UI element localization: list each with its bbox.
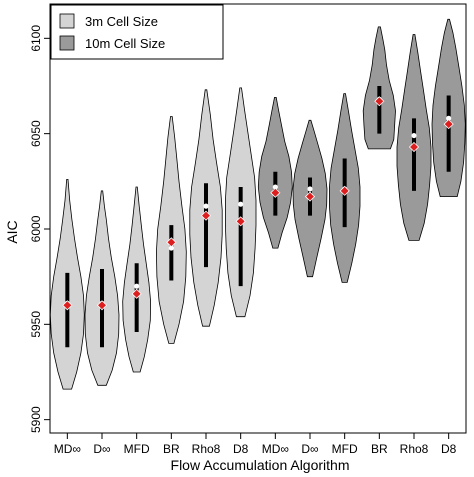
median-marker	[307, 186, 313, 192]
violin	[122, 186, 152, 373]
y-tick-label: 6100	[29, 25, 43, 52]
mean-marker	[200, 210, 212, 221]
mean-marker	[131, 288, 142, 299]
violin	[292, 119, 328, 278]
legend: 3m Cell Size 10m Cell Size	[50, 4, 224, 60]
y-axis-title: AIC	[4, 220, 20, 243]
mean-marker	[270, 187, 281, 198]
median-marker	[272, 184, 278, 190]
x-tick-label: D∞	[301, 442, 318, 456]
y-tick-label: 5900	[29, 406, 43, 433]
violin	[155, 116, 187, 344]
mean-marker	[304, 191, 316, 202]
x-tick-label: D∞	[93, 442, 110, 456]
mean-marker	[166, 237, 177, 248]
median-marker	[134, 283, 140, 289]
median-marker	[168, 245, 174, 251]
plot-area	[49, 3, 467, 434]
legend-label: 10m Cell Size	[85, 36, 165, 51]
y-axis: 5900 5950 6000 6050 6100	[29, 25, 50, 433]
mean-marker	[339, 185, 350, 196]
mean-marker	[443, 119, 454, 130]
violin	[396, 34, 432, 241]
legend-label: 3m Cell Size	[85, 14, 158, 29]
violin	[225, 87, 257, 318]
mean-marker	[235, 216, 246, 227]
violin	[84, 190, 120, 386]
violin	[257, 97, 293, 249]
median-marker	[203, 203, 209, 209]
x-tick-label: MFD	[332, 442, 358, 456]
legend-swatch	[59, 13, 75, 29]
x-tick-label: Rho8	[400, 442, 429, 456]
mean-marker	[374, 96, 385, 107]
y-tick-label: 5950	[29, 311, 43, 338]
x-tick-label: MFD	[124, 442, 150, 456]
mean-marker	[96, 300, 108, 311]
mean-marker	[62, 300, 73, 311]
y-tick-label: 6000	[29, 215, 43, 242]
x-tick-label: Rho8	[192, 442, 221, 456]
median-marker	[411, 132, 417, 139]
legend-box	[50, 4, 224, 60]
x-tick-label: D8	[233, 442, 249, 456]
violin	[362, 26, 396, 150]
y-tick-label: 6050	[29, 120, 43, 147]
x-axis-title: Flow Accumulation Algorithm	[171, 457, 350, 473]
violin	[431, 18, 466, 197]
x-tick-label: D8	[441, 442, 457, 456]
x-axis: MD∞ D∞ MFD BR Rho8 D8 MD∞ D∞ MFD BR Rho8 D8	[54, 433, 457, 456]
violin	[329, 93, 361, 283]
violins	[49, 18, 466, 390]
x-tick-label: BR	[163, 442, 180, 456]
violin	[189, 89, 223, 327]
median-marker	[446, 115, 452, 121]
x-tick-label: MD∞	[54, 442, 81, 456]
legend-swatch	[59, 35, 75, 51]
median-marker	[238, 201, 244, 207]
violin	[49, 179, 85, 390]
mean-marker	[408, 141, 420, 153]
x-tick-label: BR	[371, 442, 388, 456]
plot-frame	[49, 3, 467, 434]
x-tick-label: MD∞	[262, 442, 289, 456]
